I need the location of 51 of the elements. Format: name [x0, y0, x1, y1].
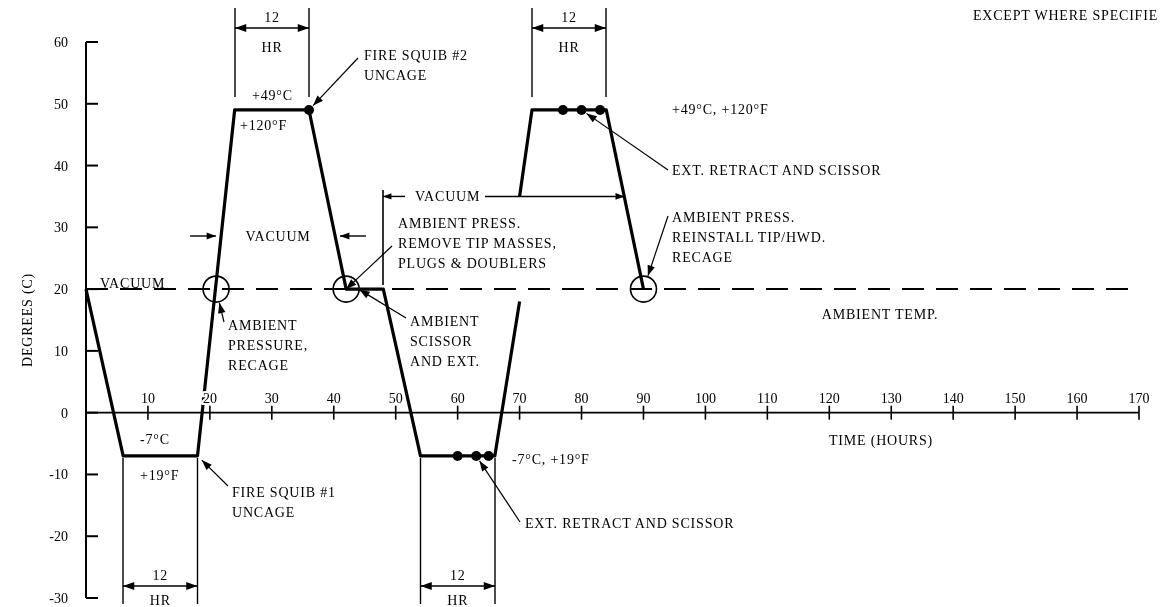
x-tick-label: 170 [1128, 390, 1150, 406]
y-tick-label: 0 [61, 405, 68, 421]
annotation: +49°C [252, 88, 293, 103]
x-tick-label: 100 [694, 390, 716, 406]
x-tick-label: 70 [512, 390, 527, 406]
y-tick-label: -30 [49, 591, 68, 606]
annotation: EXT. RETRACT AND SCISSOR [672, 163, 882, 178]
annotation: VACUUM [100, 276, 166, 291]
y-tick-label: 30 [54, 220, 68, 236]
annotation: FIRE SQUIB #1 UNCAGE [232, 485, 336, 520]
annotation: AMBIENT PRESS. REINSTALL TIP/HWD. RECAGE [672, 210, 827, 265]
x-tick-label: 80 [574, 390, 589, 406]
annotation: AMBIENT PRESSURE, RECAGE [228, 318, 308, 373]
x-axis-title: TIME (HOURS) [828, 433, 934, 449]
annotation: EXT. RETRACT AND SCISSOR [525, 516, 735, 531]
x-tick-label: 110 [757, 390, 778, 406]
x-tick-label: 120 [818, 390, 840, 406]
annotation: +19°F [140, 468, 180, 483]
y-tick-label: 60 [54, 35, 68, 50]
y-tick-label: -10 [49, 467, 68, 483]
annotation: -7°C [140, 432, 170, 447]
y-tick-label: 20 [54, 282, 68, 298]
annotation: VACUUM [245, 229, 311, 244]
annotation: 12 HR [149, 568, 171, 607]
x-tick-label: 50 [388, 390, 403, 406]
x-tick-label: 140 [942, 390, 964, 406]
annotation: VACUUM [415, 189, 481, 205]
x-tick-label: 60 [450, 390, 465, 406]
annotation: 12 HR [447, 568, 469, 607]
y-tick-label: 10 [54, 343, 68, 359]
x-tick-label: 10 [140, 390, 155, 406]
y-axis-title: DEGREES (C) [20, 273, 36, 367]
x-tick-label: 90 [636, 390, 651, 406]
x-tick-label: 150 [1004, 390, 1026, 406]
y-tick-label: 50 [54, 96, 68, 112]
annotation: AMBIENT SCISSOR AND EXT. [410, 314, 480, 369]
annotation: 12 HR [261, 10, 283, 55]
y-tick-label: -20 [49, 529, 68, 545]
annotation: AMBIENT PRESS. REMOVE TIP MASSES, PLUGS & DOUBLERS [398, 216, 557, 271]
annotation: -7°C, +19°F [512, 452, 590, 467]
x-tick-label: 160 [1066, 390, 1088, 406]
text: EXCEPT WHERE SPECIFIE [972, 8, 1158, 23]
x-tick-label: 130 [880, 390, 902, 406]
annotation: 12 HR [558, 10, 580, 55]
x-tick-label: 30 [264, 390, 279, 406]
annotation: +120°F [240, 118, 288, 133]
y-tick-label: 40 [54, 158, 68, 174]
x-tick-label: 40 [326, 390, 341, 406]
annotation: +49°C, +120°F [672, 102, 769, 117]
ref-line-label: AMBIENT TEMP. [821, 307, 939, 323]
annotation: FIRE SQUIB #2 UNCAGE [364, 48, 468, 83]
